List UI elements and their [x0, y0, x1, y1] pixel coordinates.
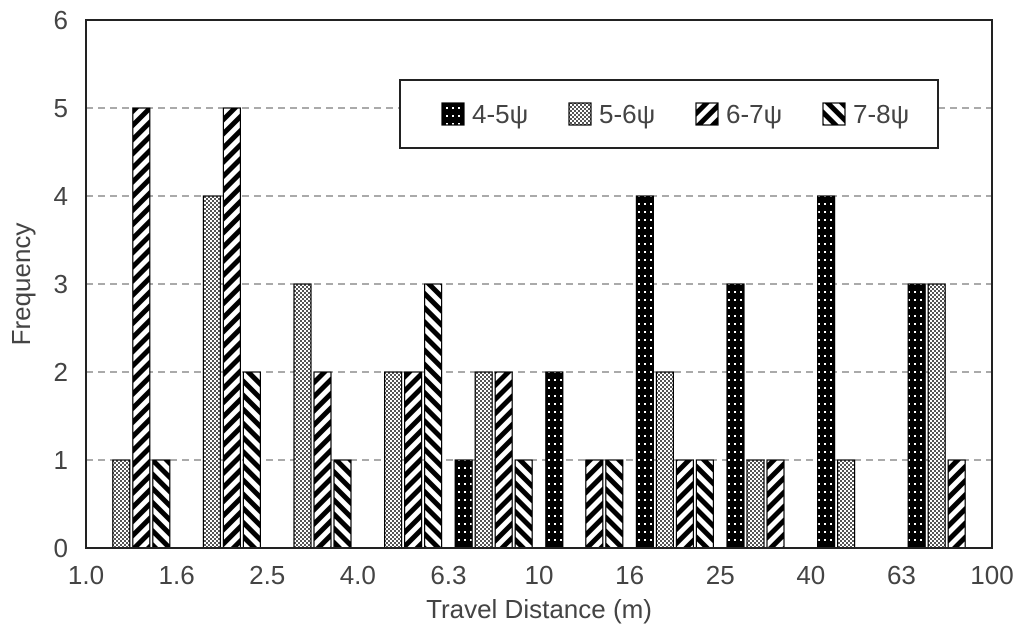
y-axis-ticks: 0 1 2 3 4 5 6 — [54, 5, 68, 563]
bar — [132, 107, 151, 549]
y-tick-label: 5 — [54, 93, 68, 123]
bar — [605, 459, 624, 549]
bar — [474, 371, 493, 549]
legend-swatch — [568, 102, 592, 126]
x-tick-label: 1.0 — [68, 560, 104, 590]
x-tick-label: 16 — [615, 560, 644, 590]
legend-swatch — [441, 102, 465, 126]
y-tick-label: 1 — [54, 445, 68, 475]
legend-swatch — [822, 102, 846, 126]
bar — [242, 371, 261, 549]
bar — [494, 371, 513, 549]
x-tick-label: 63 — [887, 560, 916, 590]
legend-box — [399, 79, 939, 149]
bar — [675, 459, 695, 549]
bar — [404, 371, 423, 549]
legend: 4-5ψ 5-6ψ 6-7ψ 7-8ψ — [399, 79, 939, 149]
bar — [202, 195, 221, 549]
x-tick-label: 10 — [525, 560, 554, 590]
bar — [766, 459, 785, 549]
plot-area-frame — [85, 19, 993, 549]
x-tick-label: 6.3 — [430, 560, 466, 590]
bar — [545, 371, 564, 549]
bar — [454, 459, 473, 549]
bar — [695, 459, 715, 549]
y-tick-label: 2 — [54, 357, 68, 387]
x-tick-label: 40 — [796, 560, 825, 590]
x-tick-label: 4.0 — [340, 560, 376, 590]
bar — [816, 195, 836, 549]
x-tick-label: 1.6 — [159, 560, 195, 590]
bar — [384, 371, 403, 549]
bar — [635, 195, 655, 549]
bar — [424, 283, 443, 549]
legend-label: 4-5ψ — [472, 99, 528, 129]
legend-swatch — [695, 102, 719, 126]
bars — [112, 107, 966, 549]
bar — [907, 283, 926, 549]
x-tick-label: 100 — [970, 560, 1013, 590]
bar — [655, 371, 675, 549]
bar — [726, 283, 745, 549]
y-tick-label: 0 — [54, 533, 68, 563]
bar — [514, 459, 533, 549]
bar — [585, 459, 604, 549]
legend-label: 7-8ψ — [853, 99, 909, 129]
bar — [333, 459, 352, 549]
bar — [313, 371, 332, 549]
legend-label: 6-7ψ — [726, 99, 782, 129]
bar — [222, 107, 241, 549]
gridlines — [86, 107, 992, 461]
y-axis-title: Frequency — [6, 223, 36, 346]
x-axis-ticks: 1.0 1.6 2.5 4.0 6.3 10 16 25 40 63 100 — [68, 560, 1014, 590]
bar — [746, 459, 765, 549]
y-tick-label: 3 — [54, 269, 68, 299]
legend-label: 5-6ψ — [599, 99, 655, 129]
x-axis-title: Travel Distance (m) — [426, 594, 652, 624]
bar — [112, 459, 131, 549]
bar — [927, 283, 946, 549]
x-tick-label: 25 — [706, 560, 735, 590]
y-tick-label: 6 — [54, 5, 68, 35]
bar — [293, 283, 312, 549]
x-tick-label: 2.5 — [249, 560, 285, 590]
bar — [152, 459, 171, 549]
y-tick-label: 4 — [54, 181, 68, 211]
bar — [947, 459, 966, 549]
bar — [836, 459, 856, 549]
